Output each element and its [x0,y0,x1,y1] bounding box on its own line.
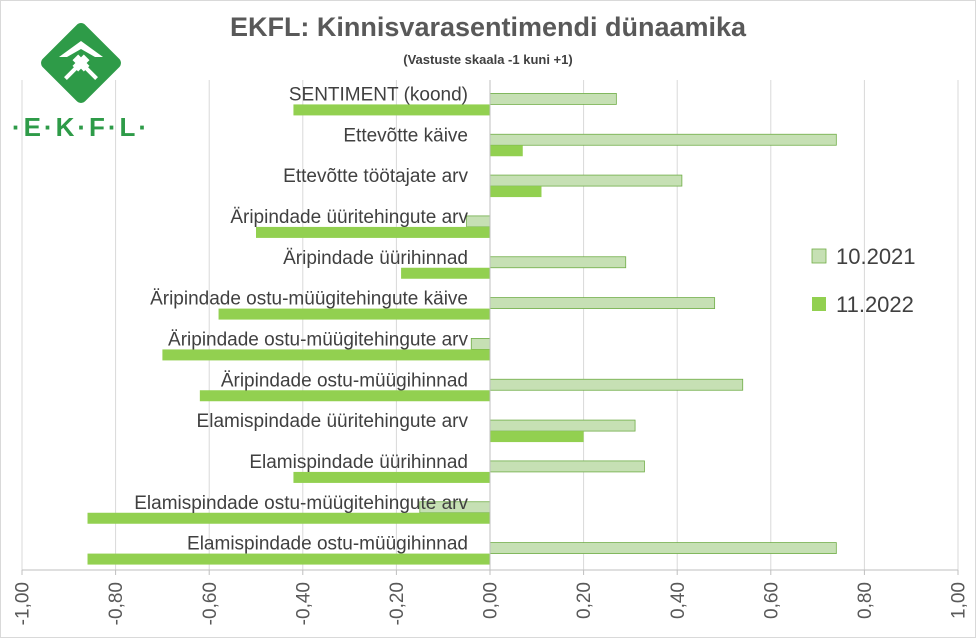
bar-series1 [489,419,636,432]
category-label: Äripindade ostu-müügihinnad [221,370,468,391]
bar-series2 [218,308,490,320]
bar-series2 [401,267,490,279]
legend-label: 11.2022 [836,292,914,317]
bar-series1 [470,338,491,350]
x-tick-label: -0,40 [293,582,314,625]
chart-subtitle: (Vastuste skaala -1 kuni +1) [403,52,573,67]
category-label: Elamispindade ostu-müügihinnad [187,534,468,555]
category-labels: SENTIMENT (koond) Ettevõtte käive Ettevõtt… [134,84,468,554]
legend-label: 10.2021 [836,244,916,269]
category-label: Äripindade ostu-müügitehingute käive [150,289,468,310]
bar-series2 [293,471,490,483]
x-tick-label: 0,20 [574,582,595,619]
category-label: SENTIMENT (koond) [289,84,468,105]
category-label: Elamispindade üüritehingute arv [197,411,469,432]
bar-series2 [87,553,491,565]
bar-series2 [490,186,542,198]
bar-series2 [87,512,491,524]
bar-series1 [489,297,716,309]
legend-swatch [811,248,827,264]
category-label: Äripindade ostu-müügitehingute arv [168,329,468,350]
bar-series2 [162,349,490,361]
legend[interactable]: 10.2021 11.2022 [811,244,916,317]
category-label: Ettevõtte käive [343,125,468,146]
x-tick-label: -0,20 [387,582,408,625]
bar-series1 [489,93,617,105]
legend-swatch [812,297,826,311]
logo-text: ·E·K·F·L· [12,112,150,142]
bars [87,80,837,570]
x-tick-label: -0,80 [106,582,127,625]
ekfl-logo: ·E·K·F·L· [8,8,158,148]
bar-series2 [293,104,490,116]
x-tick-label: -0,60 [200,582,221,625]
category-label: Ettevõtte töötajate arv [283,166,468,187]
category-label: Äripindade üürihinnad [283,248,468,269]
bar-series1 [489,460,645,473]
bar-series2 [490,145,523,157]
x-tick-label: 0,40 [668,582,689,619]
x-tick-label: 0,80 [855,582,876,619]
category-label: Äripindade üüritehingute arv [230,207,468,228]
chart-title: EKFL: Kinnisvarasentimendi dünaamika [229,12,747,42]
bar-series2 [490,431,584,443]
x-axis-ticks: -1,00 -0,80 -0,60 -0,40 -0,20 0,00 0,20 0,40 0,6… [13,569,970,625]
x-tick-label: 1,00 [949,582,970,619]
x-tick-label: 0,60 [761,582,782,619]
bar-series2 [199,390,490,402]
ekfl-diamond-logo-icon: ·E·K·F·L· [12,23,150,142]
category-label: Elamispindade üürihinnad [249,452,468,473]
bar-series2 [256,226,490,238]
bar-series1 [466,215,491,228]
bar-series1 [489,378,744,391]
category-label: Elamispindade ostu-müügitehingute arv [134,493,468,514]
x-tick-label: 0,00 [481,582,502,619]
bar-series1 [489,542,837,554]
x-tick-label: -1,00 [13,582,34,625]
bar-series1 [489,256,627,269]
bar-series1 [489,133,837,146]
bar-series1 [489,174,683,187]
